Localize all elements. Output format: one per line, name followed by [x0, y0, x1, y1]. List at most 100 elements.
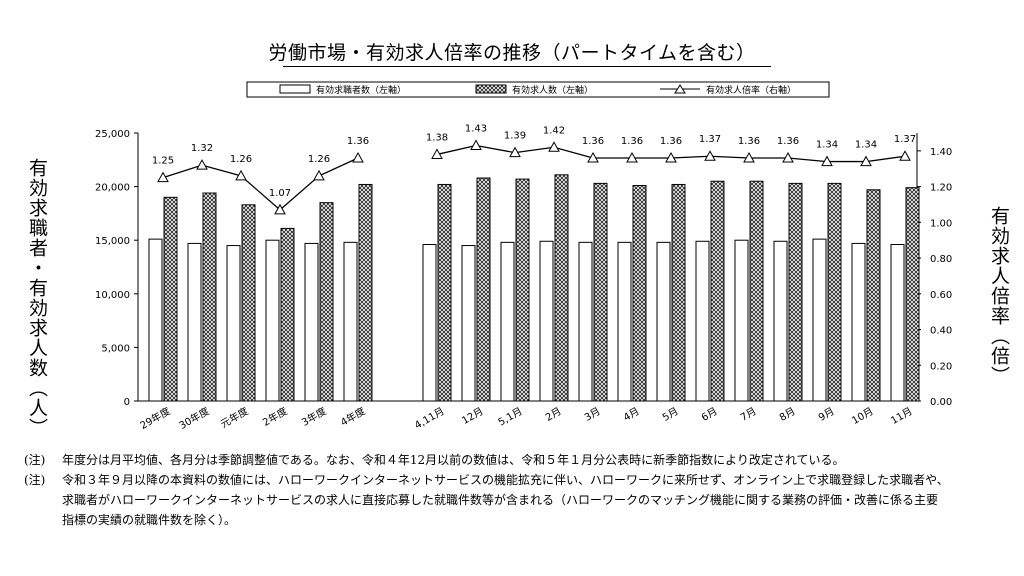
left-tick-label: 15,000: [95, 236, 130, 247]
ratio-data-label: 1.39: [504, 131, 526, 142]
bar-seekers: [265, 239, 280, 402]
category-label: 2月: [543, 405, 563, 424]
legend-offers-label: 有効求人数（左軸）: [512, 84, 593, 96]
legend: 有効求職者数（左軸） 有効求人数（左軸） 有効求人倍率（右軸）: [246, 81, 830, 98]
category-label: 4年度: [338, 404, 367, 428]
category-label: 6月: [699, 405, 719, 424]
right-tick-label: 1.40: [930, 147, 952, 158]
chart: 有効求職者数（左軸） 有効求人数（左軸） 有効求人倍率（右軸） 0 5,000 10…: [95, 81, 952, 432]
category-label: 元年度: [218, 404, 250, 430]
legend-seekers-swatch: [279, 84, 311, 94]
note-2-line-3: 指標の実績の就職件数を除く）。: [62, 513, 237, 527]
ratio-marker: [626, 151, 638, 163]
right-tick-label: 1.20: [930, 183, 952, 194]
ratio-data-label: 1.37: [699, 134, 721, 145]
category-label: 3年度: [299, 404, 328, 428]
category-labels: 29年度 30年度 元年度 2年度 3年度 4年度 4,11月 12月 5,1月 2月 3月 4月 5月…: [138, 404, 915, 432]
bar-seekers: [617, 241, 632, 402]
bar-offers: [241, 204, 256, 402]
ratio-data-label: 1.36: [347, 136, 369, 147]
ratio-data-label: 1.26: [308, 154, 330, 165]
title-underline: [283, 66, 771, 67]
ratio-marker: [157, 171, 169, 183]
bar-offers: [593, 182, 608, 402]
right-axis-label: 有効求人倍率（倍）: [988, 206, 1010, 386]
category-label: 30年度: [177, 404, 212, 432]
ratio-line: [162, 157, 359, 211]
ratio-data-label: 1.42: [543, 125, 565, 136]
bar-offers: [319, 202, 334, 402]
bar-offers: [554, 174, 569, 402]
ratio-marker: [743, 151, 755, 163]
category-label: 29年度: [138, 404, 173, 432]
right-tick-label: 0.40: [930, 326, 952, 337]
category-label: 5月: [660, 405, 680, 424]
ratio-marker: [196, 159, 208, 170]
bar-offers: [358, 183, 373, 402]
bar-offers: [710, 180, 725, 402]
left-tick-label: 25,000: [95, 129, 130, 140]
bar-seekers: [226, 245, 241, 402]
bar-seekers: [148, 238, 163, 402]
bar-seekers: [851, 242, 866, 402]
category-label: 8月: [777, 405, 797, 424]
ratio-marker: [548, 141, 560, 152]
category-label: 3月: [582, 405, 602, 424]
bar-offers: [749, 180, 764, 402]
bar-offers: [671, 183, 686, 402]
ratio-marker: [704, 150, 716, 161]
right-tick-label: 0.20: [930, 361, 952, 372]
category-label: 5,1月: [496, 405, 524, 428]
bar-offers: [866, 189, 881, 402]
ratio-data-label: 1.36: [738, 136, 760, 147]
category-label: 9月: [816, 405, 836, 424]
bar-offers: [827, 182, 842, 402]
bar-offers: [515, 178, 530, 402]
bar-seekers: [695, 240, 710, 402]
category-label: 4,11月: [413, 405, 447, 432]
note-1-mark: (注): [24, 453, 46, 467]
left-tick-label: 20,000: [95, 183, 130, 194]
bar-offers: [280, 227, 295, 402]
ratio-data-label: 1.34: [855, 140, 877, 151]
bar-seekers: [422, 243, 437, 402]
bars: [148, 174, 920, 402]
bar-seekers: [812, 238, 827, 402]
legend-ratio-marker: [674, 84, 686, 94]
bar-offers: [632, 185, 647, 402]
ratio-data-label: 1.36: [777, 136, 799, 147]
right-tick-label: 0.00: [930, 397, 952, 408]
bar-offers: [437, 183, 452, 402]
note-2-mark: (注): [24, 473, 46, 487]
category-label: 12月: [460, 405, 486, 427]
ratio-data-label: 1.26: [230, 154, 252, 165]
bar-seekers: [539, 240, 554, 402]
category-label: 11月: [889, 405, 915, 427]
ratio-data-label: 1.37: [894, 134, 916, 145]
category-label: 4月: [621, 405, 641, 424]
bar-seekers: [304, 242, 319, 402]
ratio-marker: [235, 169, 247, 181]
bar-seekers: [343, 241, 358, 402]
ratio-data-label: 1.34: [816, 140, 838, 151]
ratio-data-label: 1.43: [465, 124, 487, 135]
legend-ratio-label: 有効求人倍率（右軸）: [706, 84, 796, 96]
bar-offers: [476, 177, 491, 402]
ratio-marker: [665, 151, 677, 163]
category-label: 7月: [738, 405, 758, 424]
note-2-line-1: 令和３年９月以降の本資料の数値には、ハローワークインターネットサービスの機能拡充…: [62, 473, 949, 487]
ratio-marker: [821, 155, 833, 167]
category-label: 2年度: [260, 404, 289, 428]
right-tick-label: 0.80: [930, 254, 952, 265]
ratio-data-label: 1.38: [426, 132, 448, 143]
ratio-marker: [587, 151, 599, 163]
ratio-marker: [431, 148, 443, 159]
left-tick-label: 5,000: [101, 343, 130, 354]
ratio-marker: [509, 146, 521, 158]
bar-seekers: [890, 243, 905, 402]
ratio-data-label: 1.36: [582, 136, 604, 147]
ratio-marker: [782, 151, 794, 163]
legend-seekers-label: 有効求職者数（左軸）: [316, 84, 406, 96]
ratio-line-series: 1.25 1.32 1.26 1.07 1.26 1.36 1.38 1.43 1.39 1.42…: [152, 124, 916, 215]
note-2-line-2: 求職者がハローワークインターネットサービスの求人に直接応募した就職件数等が含まれ…: [62, 493, 939, 507]
